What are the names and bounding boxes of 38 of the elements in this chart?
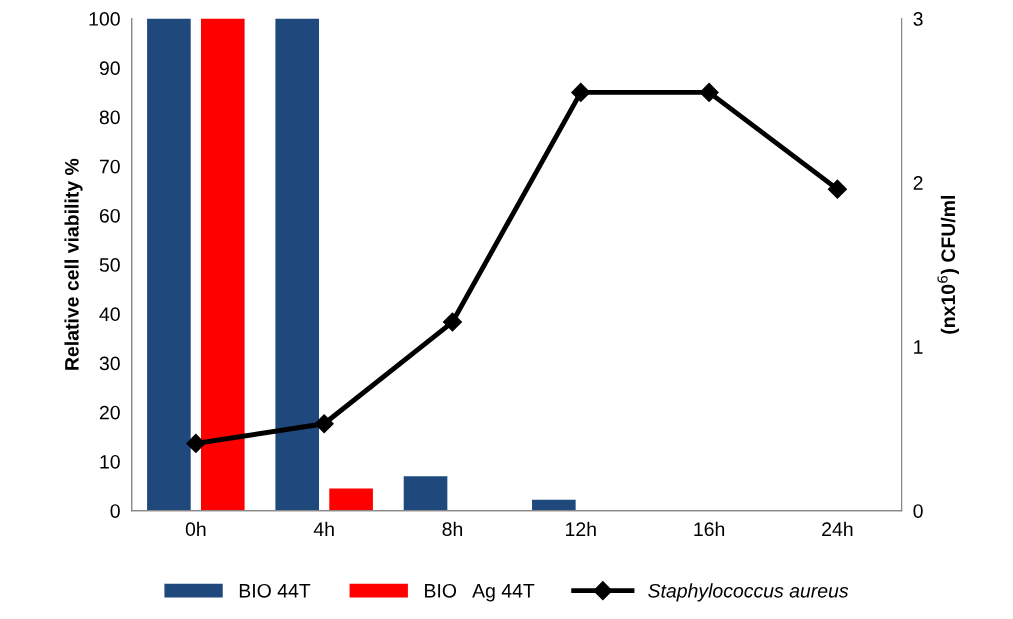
y2-tick-label: 1 [914,340,923,354]
point [571,82,591,102]
y-axis-title: Relative cell viability % [64,158,83,370]
x-tick-label: 8h [442,521,463,537]
point [186,433,206,453]
point [827,179,847,199]
y-tick-label: 40 [99,307,120,322]
y-tick-label: 0 [110,504,120,518]
bar [532,499,576,511]
x-tick-label: 24h [822,521,853,536]
bar [329,488,373,511]
y2-axis-title: (nx10$^{6}$) CFU/ml [937,195,959,334]
y2-tick-label: 2 [913,176,923,190]
legend-label: BIO Ag 44T [425,583,535,602]
y-tick-label: 90 [99,61,120,76]
x-tick-label: 0h [185,521,206,537]
point [314,414,334,434]
y-tick-label: 60 [99,208,120,223]
x-tick-label: 16h [694,521,725,537]
point [442,312,463,332]
y2-tick-label: 0 [913,504,923,518]
point [699,82,719,102]
y-tick-label: 80 [99,110,120,125]
bar [200,18,245,511]
x-tick-label: 12h [566,521,596,536]
y-tick-label: 10 [100,454,120,469]
x-tick-label: 4h [313,521,334,536]
y-tick-label: 100 [89,12,120,26]
bar [147,18,191,511]
legend-label: BIO 44T [239,583,311,598]
y-tick-label: 70 [99,159,120,174]
bar [275,18,320,511]
y-tick-label: 30 [99,356,120,371]
legend-label: Staphylococcus aureus [648,583,849,602]
bar [403,476,448,511]
y2-tick-label: 3 [913,12,923,26]
y-tick-label: 50 [99,258,120,272]
y-tick-label: 20 [99,405,120,420]
